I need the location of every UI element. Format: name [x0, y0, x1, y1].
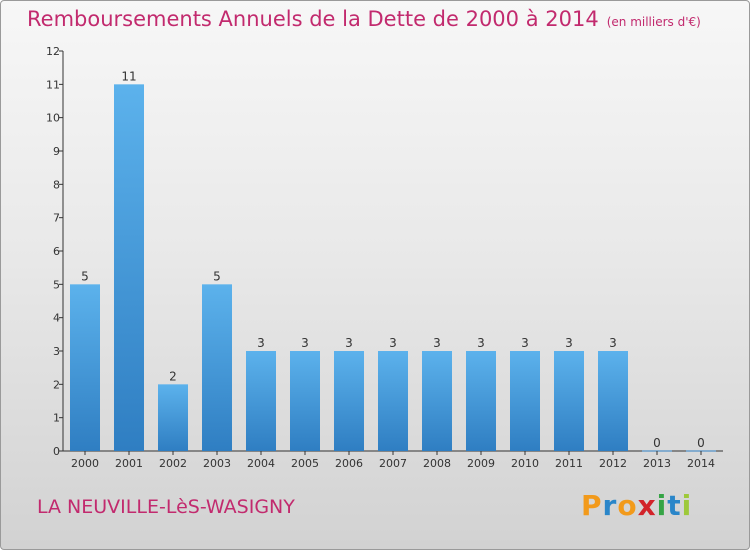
y-tick-label: 10 — [46, 112, 60, 125]
logo-letter: r — [602, 489, 618, 522]
bar — [70, 284, 100, 451]
y-tick-label: 3 — [53, 345, 60, 358]
bar-value-label: 3 — [477, 336, 485, 350]
bar — [510, 351, 540, 451]
y-tick-label: 5 — [53, 278, 60, 291]
x-tick-label: 2000 — [71, 457, 99, 470]
logo-letter: P — [581, 489, 603, 522]
x-tick-label: 2003 — [203, 457, 231, 470]
logo-letter: t — [667, 489, 682, 522]
title-text: Remboursements Annuels de la Dette de 20… — [27, 7, 599, 31]
bar — [378, 351, 408, 451]
logo-letter: i — [656, 489, 668, 522]
bar-value-label: 3 — [565, 336, 573, 350]
y-tick-label: 4 — [53, 312, 60, 325]
bar-value-label: 3 — [521, 336, 529, 350]
x-tick-label: 2005 — [291, 457, 319, 470]
bar-value-label: 3 — [609, 336, 617, 350]
x-tick-label: 2008 — [423, 457, 451, 470]
bar-value-label: 3 — [389, 336, 397, 350]
logo-letter: x — [637, 489, 657, 522]
x-tick-label: 2010 — [511, 457, 539, 470]
x-tick-label: 2001 — [115, 457, 143, 470]
bar-value-label: 5 — [81, 269, 89, 283]
y-tick-label: 2 — [53, 378, 60, 391]
bar-value-label: 3 — [433, 336, 441, 350]
bar-value-label: 0 — [697, 436, 705, 450]
bar — [202, 284, 232, 451]
bar — [114, 84, 144, 451]
x-tick-label: 2007 — [379, 457, 407, 470]
y-tick-label: 1 — [53, 412, 60, 425]
x-tick-label: 2012 — [599, 457, 627, 470]
x-tick-label: 2011 — [555, 457, 583, 470]
bar-value-label: 5 — [213, 269, 221, 283]
bar — [158, 384, 188, 451]
unit-label: (en milliers d'€) — [606, 15, 701, 29]
y-tick-label: 8 — [53, 178, 60, 191]
y-tick-label: 7 — [53, 212, 60, 225]
bar — [598, 351, 628, 451]
y-tick-label: 11 — [46, 78, 60, 91]
bar-value-label: 0 — [653, 436, 661, 450]
y-tick-label: 6 — [53, 245, 60, 258]
bar-value-label: 11 — [121, 69, 136, 83]
bar-value-label: 2 — [169, 369, 177, 383]
bar-value-label: 3 — [345, 336, 353, 350]
bar — [334, 351, 364, 451]
chart-title: Remboursements Annuels de la Dette de 20… — [27, 7, 701, 31]
bar — [554, 351, 584, 451]
bar — [422, 351, 452, 451]
city-name: LA NEUVILLE-LèS-WASIGNY — [37, 496, 295, 518]
y-tick-label: 12 — [46, 45, 60, 58]
bar-value-label: 3 — [301, 336, 309, 350]
bar — [246, 351, 276, 451]
x-tick-label: 2004 — [247, 457, 275, 470]
x-tick-label: 2006 — [335, 457, 363, 470]
logo-letter: i — [681, 489, 693, 522]
proxiti-logo: Proxiti — [581, 489, 692, 522]
x-tick-label: 2014 — [687, 457, 715, 470]
logo-letter: o — [617, 489, 638, 522]
x-tick-label: 2002 — [159, 457, 187, 470]
y-tick-label: 0 — [53, 445, 60, 458]
bar — [466, 351, 496, 451]
y-tick-label: 9 — [53, 145, 60, 158]
x-tick-label: 2013 — [643, 457, 671, 470]
x-tick-label: 2009 — [467, 457, 495, 470]
bar — [290, 351, 320, 451]
bar-value-label: 3 — [257, 336, 265, 350]
